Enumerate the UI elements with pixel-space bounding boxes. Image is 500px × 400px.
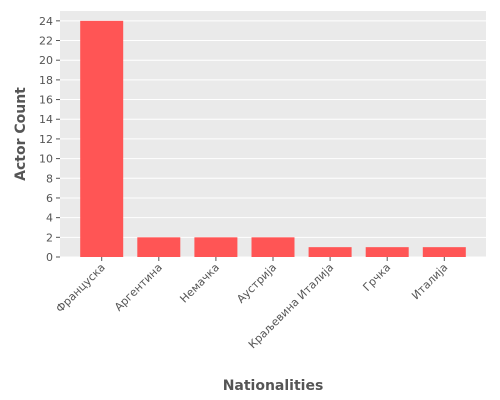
y-tick-label: 22 bbox=[39, 35, 53, 48]
x-axis-ticks: Француска Аргентина Немачка АустријаКраљеви… bbox=[53, 257, 450, 351]
y-tick-label: 12 bbox=[39, 133, 53, 146]
bar bbox=[365, 247, 409, 257]
y-tick-label: 8 bbox=[46, 172, 53, 185]
bars bbox=[80, 20, 466, 258]
y-tick-label: 4 bbox=[46, 212, 53, 225]
bar bbox=[308, 247, 352, 257]
y-tick-label: 0 bbox=[46, 251, 53, 264]
y-tick-label: 24 bbox=[39, 15, 53, 28]
bar bbox=[194, 237, 238, 257]
x-axis-title: Nationalities bbox=[223, 378, 324, 394]
bar bbox=[251, 237, 295, 257]
x-tick-label: Аргентина bbox=[112, 261, 165, 314]
x-tick-label: Италија bbox=[409, 261, 450, 302]
y-tick-label: 20 bbox=[39, 54, 53, 67]
x-tick-label: Грчка bbox=[360, 261, 393, 294]
y-tick-label: 2 bbox=[46, 231, 53, 244]
plot-background bbox=[60, 11, 486, 257]
y-tick-label: 14 bbox=[39, 113, 53, 126]
bar bbox=[422, 247, 466, 257]
x-tick-label: Немачка bbox=[177, 261, 222, 306]
y-tick-label: 16 bbox=[39, 94, 53, 107]
y-tick-label: 18 bbox=[39, 74, 53, 87]
bar bbox=[137, 237, 181, 257]
y-tick-label: 6 bbox=[46, 192, 53, 205]
bar bbox=[80, 20, 124, 258]
y-tick-label: 10 bbox=[39, 153, 53, 166]
y-axis-title: Actor Count bbox=[13, 87, 29, 181]
x-tick-label: Француска bbox=[53, 261, 107, 315]
gridlines bbox=[60, 20, 486, 258]
x-tick-label: Аустрија bbox=[234, 261, 279, 306]
